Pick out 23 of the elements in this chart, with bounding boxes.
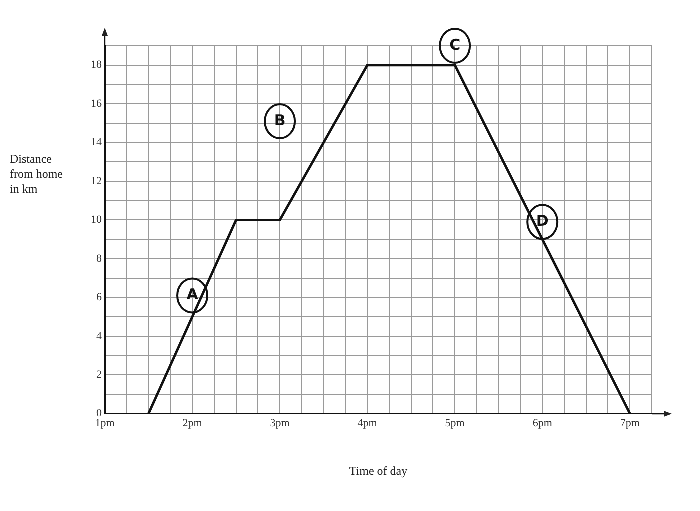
x-axis-title: Time of day (349, 464, 408, 478)
y-tick-label: 2 (96, 368, 102, 381)
annotation: B (274, 111, 286, 130)
annotation: A (186, 286, 199, 304)
annotation: C (450, 36, 461, 54)
y-tick-label: 6 (96, 292, 102, 304)
y-tick-label: 0 (96, 408, 102, 420)
x-tick-label: 5pm (445, 417, 466, 430)
y-axis-title: Distance from home in km (10, 152, 63, 196)
x-tick-label: 6pm (532, 417, 553, 430)
x-tick-label: 3pm (270, 417, 290, 430)
x-tick-label: 4pm (358, 417, 378, 430)
annotation: D (536, 212, 549, 230)
y-tick-label: 16 (91, 98, 102, 110)
y-tick-label: 8 (96, 252, 102, 265)
x-tick-label: 1pm (95, 417, 116, 430)
y-tick-label: 10 (91, 214, 102, 226)
y-tick-label: 4 (96, 330, 102, 342)
y-tick-label: 12 (91, 175, 102, 188)
x-tick-label: 7pm (620, 417, 640, 430)
x-tick-label: 2pm (182, 417, 203, 430)
y-tick-label: 18 (91, 59, 102, 72)
y-tick-label: 14 (91, 136, 102, 149)
